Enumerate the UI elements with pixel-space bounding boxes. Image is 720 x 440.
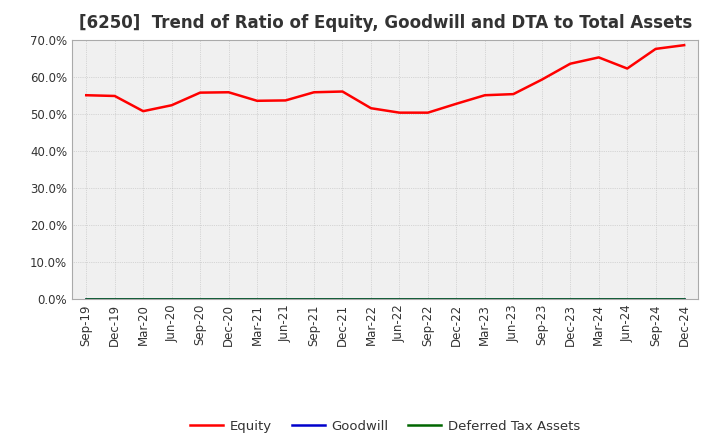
Equity xyxy=(139,109,148,114)
Goodwill xyxy=(509,297,518,302)
Equity xyxy=(537,77,546,82)
Deferred Tax Assets xyxy=(282,297,290,302)
Goodwill xyxy=(423,297,432,302)
Deferred Tax Assets xyxy=(167,297,176,302)
Equity xyxy=(566,61,575,66)
Goodwill xyxy=(537,297,546,302)
Equity xyxy=(225,90,233,95)
Deferred Tax Assets xyxy=(452,297,461,302)
Deferred Tax Assets xyxy=(395,297,404,302)
Goodwill xyxy=(395,297,404,302)
Deferred Tax Assets xyxy=(623,297,631,302)
Equity xyxy=(196,90,204,95)
Goodwill xyxy=(566,297,575,302)
Deferred Tax Assets xyxy=(110,297,119,302)
Goodwill xyxy=(652,297,660,302)
Equity xyxy=(366,106,375,111)
Deferred Tax Assets xyxy=(480,297,489,302)
Deferred Tax Assets xyxy=(595,297,603,302)
Deferred Tax Assets xyxy=(338,297,347,302)
Deferred Tax Assets xyxy=(225,297,233,302)
Equity xyxy=(82,92,91,98)
Title: [6250]  Trend of Ratio of Equity, Goodwill and DTA to Total Assets: [6250] Trend of Ratio of Equity, Goodwil… xyxy=(78,15,692,33)
Goodwill xyxy=(196,297,204,302)
Deferred Tax Assets xyxy=(652,297,660,302)
Deferred Tax Assets xyxy=(253,297,261,302)
Equity xyxy=(395,110,404,115)
Deferred Tax Assets xyxy=(537,297,546,302)
Equity xyxy=(282,98,290,103)
Deferred Tax Assets xyxy=(310,297,318,302)
Deferred Tax Assets xyxy=(196,297,204,302)
Deferred Tax Assets xyxy=(423,297,432,302)
Goodwill xyxy=(110,297,119,302)
Goodwill xyxy=(167,297,176,302)
Equity xyxy=(680,43,688,48)
Equity xyxy=(595,55,603,60)
Goodwill xyxy=(480,297,489,302)
Deferred Tax Assets xyxy=(139,297,148,302)
Goodwill xyxy=(680,297,688,302)
Legend: Equity, Goodwill, Deferred Tax Assets: Equity, Goodwill, Deferred Tax Assets xyxy=(185,415,585,438)
Deferred Tax Assets xyxy=(509,297,518,302)
Equity xyxy=(480,92,489,98)
Goodwill xyxy=(452,297,461,302)
Deferred Tax Assets xyxy=(366,297,375,302)
Goodwill xyxy=(623,297,631,302)
Equity xyxy=(623,66,631,71)
Equity xyxy=(167,103,176,108)
Deferred Tax Assets xyxy=(82,297,91,302)
Deferred Tax Assets xyxy=(566,297,575,302)
Equity xyxy=(652,46,660,51)
Equity xyxy=(110,93,119,99)
Equity xyxy=(338,89,347,94)
Equity xyxy=(253,98,261,103)
Goodwill xyxy=(225,297,233,302)
Goodwill xyxy=(82,297,91,302)
Goodwill xyxy=(253,297,261,302)
Equity xyxy=(423,110,432,115)
Goodwill xyxy=(310,297,318,302)
Goodwill xyxy=(282,297,290,302)
Goodwill xyxy=(366,297,375,302)
Equity xyxy=(310,90,318,95)
Deferred Tax Assets xyxy=(680,297,688,302)
Goodwill xyxy=(595,297,603,302)
Goodwill xyxy=(139,297,148,302)
Goodwill xyxy=(338,297,347,302)
Equity xyxy=(452,101,461,106)
Line: Equity: Equity xyxy=(86,45,684,113)
Equity xyxy=(509,92,518,97)
